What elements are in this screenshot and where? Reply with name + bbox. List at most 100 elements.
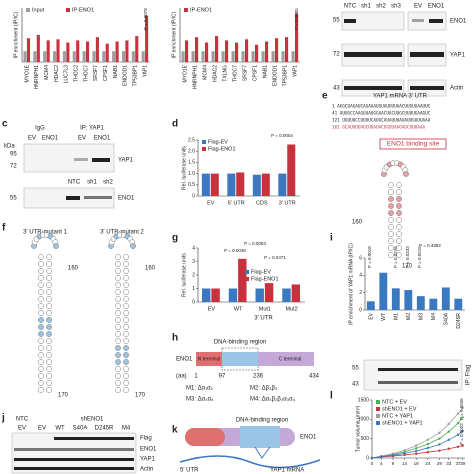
annotation: P = 0.0078 xyxy=(143,8,148,30)
nucleotide xyxy=(115,331,121,337)
x-tick-label: HDAC2 xyxy=(54,65,60,82)
bar xyxy=(210,173,219,196)
y-tick-label: 500 xyxy=(361,436,370,442)
x-tick-label: YAP1 xyxy=(292,65,298,78)
nucleotide xyxy=(123,310,129,316)
legend-label: IP-ENO1 xyxy=(72,7,94,13)
series-line xyxy=(371,407,463,459)
nucleotide xyxy=(123,387,129,393)
nucleotide xyxy=(38,345,44,351)
bar xyxy=(366,301,375,310)
annotation: P = 0.0063 xyxy=(244,241,266,246)
kda-label: 55 xyxy=(352,366,359,372)
x-tick-label: THOC7 xyxy=(232,65,238,82)
sequence: 121 UGUUUCCUUUUCAUGCAUAUUUAUAUUGUUUAAA xyxy=(332,118,431,124)
panel-label: l xyxy=(330,391,333,402)
nucleotide xyxy=(388,210,394,216)
panel-label: d xyxy=(172,119,178,130)
nucleotide xyxy=(123,345,129,351)
x-tick-label: EV xyxy=(207,200,215,206)
nucleotide xyxy=(46,338,52,344)
lane-label: EV xyxy=(28,136,36,142)
y-tick-label: 4 xyxy=(359,273,362,279)
kda-label: 72 xyxy=(10,164,17,170)
point xyxy=(461,416,464,419)
nucleotide xyxy=(123,317,129,323)
nucleotide xyxy=(38,317,44,323)
x-tick-label: 14 xyxy=(402,461,408,466)
nucleotide xyxy=(38,366,44,372)
nucleotide xyxy=(46,261,52,267)
point xyxy=(426,446,429,450)
point xyxy=(456,433,460,436)
bar xyxy=(236,172,245,196)
blot xyxy=(363,359,463,391)
protein-shape xyxy=(240,426,280,448)
bar xyxy=(228,288,238,302)
domain-label: C terminal xyxy=(279,356,302,362)
nucleotide xyxy=(130,243,136,249)
bar xyxy=(72,51,76,62)
nucleotide xyxy=(46,254,52,260)
bar xyxy=(36,35,40,62)
bar xyxy=(202,288,211,302)
aa-label: 434 xyxy=(309,374,320,380)
y-axis-label: IP enrichment (IP/IC) xyxy=(13,11,19,58)
protein-label: ENO1 xyxy=(118,196,135,202)
nucleotide xyxy=(46,275,52,281)
legend-swatch xyxy=(376,400,380,404)
nucleotide xyxy=(388,182,394,188)
bar xyxy=(62,51,66,62)
lane-label: NTC xyxy=(68,180,81,186)
bar xyxy=(429,298,438,310)
nucleotide xyxy=(115,289,121,295)
bar xyxy=(291,284,301,302)
y-tick-label: 2 xyxy=(359,290,362,296)
series-line xyxy=(371,417,463,459)
bar xyxy=(211,288,220,302)
protein-label: Actin xyxy=(140,467,153,473)
legend-label: Flag-EV xyxy=(251,269,271,275)
y-tick-label: 3 xyxy=(192,259,195,265)
lane-label: ENO1 xyxy=(42,136,59,142)
aa-label: 97 xyxy=(219,374,226,380)
y-tick-label: 0 xyxy=(359,307,362,313)
blot xyxy=(407,11,447,31)
panel-i-blot: 55 43 IP: Flag xyxy=(352,359,472,391)
point xyxy=(456,422,460,425)
nucleotide xyxy=(46,345,52,351)
lane-label: EV xyxy=(38,426,46,432)
panel-label: g xyxy=(172,233,178,244)
nucleotide xyxy=(115,275,121,281)
domain xyxy=(196,352,222,366)
nucleotide xyxy=(123,352,129,358)
y-tick-label: 1.0 xyxy=(188,171,195,177)
nucleotide xyxy=(123,359,129,365)
nucleotide xyxy=(388,196,394,202)
annotation: P = 0.0018 xyxy=(367,246,372,268)
bar xyxy=(26,38,31,62)
nucleotide xyxy=(123,282,129,288)
x-tick-label: HNRNPH1 xyxy=(192,65,198,89)
bar xyxy=(261,51,265,62)
bar xyxy=(265,41,269,62)
nucleotide xyxy=(38,268,44,274)
legend-swatch xyxy=(26,8,30,12)
nucleotide xyxy=(388,231,394,237)
nucleotide xyxy=(388,245,394,251)
panel-label: k xyxy=(172,425,178,436)
x-tick-label: CPSF1 xyxy=(103,65,109,81)
nucleotide xyxy=(115,303,121,309)
nucleotide xyxy=(115,268,121,274)
legend-swatch xyxy=(202,147,206,151)
point xyxy=(461,406,464,409)
x-tick-label: 39 xyxy=(460,461,466,466)
bar xyxy=(281,51,285,62)
nucleotide xyxy=(396,245,402,251)
nucleotide xyxy=(115,380,121,386)
x-tick-label: 4 xyxy=(380,461,383,466)
nucleotide xyxy=(46,359,52,365)
protein-label: YAP1 xyxy=(140,457,156,463)
legend-label: Flag-EV xyxy=(208,139,228,145)
point xyxy=(403,452,406,455)
